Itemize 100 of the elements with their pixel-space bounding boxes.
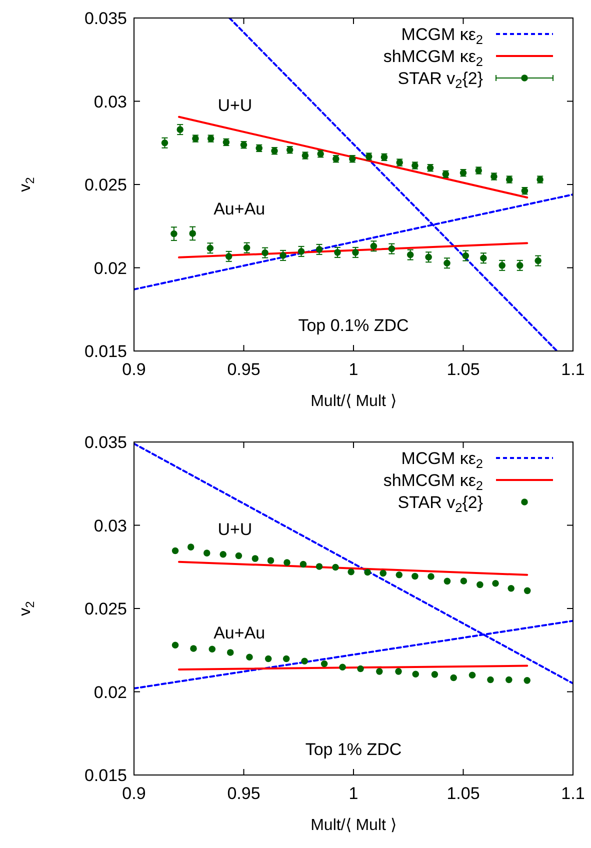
x-tick-label: 1.05: [446, 360, 480, 379]
point: [300, 560, 307, 568]
point: [395, 668, 402, 675]
point: [298, 248, 305, 255]
point: [506, 676, 512, 684]
point: [412, 572, 418, 580]
point: [332, 564, 339, 571]
annotation: Au+Au: [214, 199, 266, 218]
point: [176, 126, 184, 133]
point: [220, 551, 226, 558]
point: [364, 568, 371, 576]
point: [516, 262, 524, 269]
y-tick-label: 0.015: [84, 342, 127, 361]
point: [246, 654, 253, 660]
annotation: Top 0.1% ZDC: [298, 316, 409, 336]
x-tick-label: 0.95: [227, 360, 260, 379]
point: [264, 655, 272, 662]
point: [316, 563, 323, 570]
point: [339, 664, 346, 670]
point: [480, 254, 487, 262]
point: [282, 655, 290, 662]
x-tick-label: 0.9: [122, 784, 146, 803]
x-tick-label: 1.1: [561, 784, 585, 803]
x-tick-label: 1: [348, 360, 358, 379]
point: [534, 257, 542, 264]
point: [487, 676, 494, 684]
legend-label: MCGM κε$_{2}$: [401, 25, 483, 47]
point: [190, 645, 197, 652]
point: [425, 254, 432, 260]
point: [252, 555, 259, 562]
point: [172, 547, 179, 554]
annotation: Top 1% ZDC: [305, 740, 402, 760]
x-tick-label: 1.1: [561, 360, 585, 379]
point: [226, 649, 234, 656]
point: [444, 260, 450, 266]
point: [235, 552, 242, 560]
point: [370, 242, 378, 250]
point: [428, 573, 434, 580]
point: [352, 249, 359, 256]
point: [161, 139, 168, 146]
x-tick-label: 1: [348, 784, 358, 803]
point: [280, 252, 286, 259]
y-tick-label: 0.025: [84, 176, 127, 194]
x-axis-title: Mult/⟨ Mult ⟩: [310, 393, 396, 410]
point: [262, 249, 268, 256]
point: [492, 580, 499, 587]
annotation: U+U: [218, 96, 252, 116]
point: [524, 587, 531, 594]
legend-label: MCGM κε$_{2}$: [401, 449, 483, 471]
y-tick-label: 0.035: [84, 9, 127, 28]
point: [243, 244, 250, 252]
point: [462, 252, 470, 260]
y-tick-label: 0.02: [94, 682, 127, 702]
point: [334, 249, 341, 256]
legend-label: STAR v$_{2}${2}: [398, 493, 484, 515]
point: [450, 674, 457, 682]
point: [460, 578, 468, 584]
point: [468, 672, 476, 678]
point: [172, 642, 179, 649]
legend-label: shMCGM κε$_{2}$: [383, 471, 483, 493]
point: [498, 262, 506, 269]
y-tick-label: 0.015: [84, 766, 127, 785]
point: [316, 246, 323, 253]
point: [225, 253, 232, 260]
point: [406, 251, 414, 258]
y-tick-label: 0.025: [84, 600, 127, 618]
point: [357, 665, 364, 672]
x-tick-label: 1.05: [446, 784, 480, 803]
point: [208, 646, 216, 653]
point: [187, 544, 194, 550]
point: [380, 570, 387, 577]
legend-label: shMCGM κε$_{2}$: [383, 47, 483, 69]
point: [444, 578, 451, 585]
y-tick-label: 0.03: [94, 92, 127, 112]
point: [431, 671, 438, 678]
point: [508, 584, 514, 592]
legend-label: STAR v$_{2}${2}: [398, 69, 484, 91]
annotation: Au+Au: [214, 623, 266, 642]
point: [476, 581, 484, 588]
y-tick-label: 0.03: [94, 516, 127, 536]
point: [267, 557, 274, 564]
x-tick-label: 0.95: [227, 784, 260, 803]
point: [396, 571, 403, 578]
point: [284, 559, 290, 566]
y-tick-label: 0.035: [84, 433, 127, 452]
point: [412, 670, 420, 678]
point: [524, 677, 531, 684]
point: [170, 230, 178, 238]
y-tick-label: 0.02: [94, 258, 127, 278]
point: [388, 245, 396, 252]
annotation: U+U: [218, 520, 252, 540]
point: [348, 568, 354, 576]
point: [320, 660, 328, 668]
point: [203, 550, 210, 556]
point: [206, 244, 214, 252]
point: [189, 230, 196, 237]
x-tick-label: 0.9: [122, 360, 146, 379]
point: [301, 658, 308, 664]
x-axis-title: Mult/⟨ Mult ⟩: [310, 817, 396, 834]
point: [376, 668, 383, 675]
